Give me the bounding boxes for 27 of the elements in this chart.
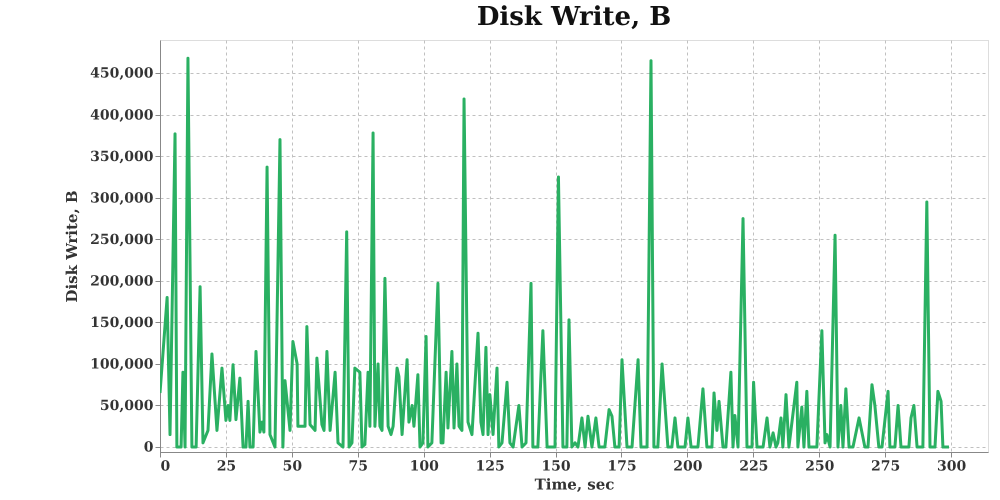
x-tick-label: 250 bbox=[805, 458, 835, 474]
y-tick-label: 200,000 bbox=[90, 273, 154, 290]
y-tick-label: 150,000 bbox=[90, 314, 154, 331]
x-tick-label: 275 bbox=[871, 458, 900, 474]
x-tick-label: 0 bbox=[160, 458, 170, 474]
y-tick-label: 50,000 bbox=[100, 398, 154, 414]
y-tick-label: 250,000 bbox=[90, 232, 154, 248]
x-tick-label: 75 bbox=[348, 458, 368, 474]
x-tick-label: 25 bbox=[216, 458, 236, 474]
x-tick-label: 125 bbox=[476, 458, 505, 474]
x-tick-label: 300 bbox=[936, 458, 966, 474]
x-tick-label: 225 bbox=[739, 458, 768, 474]
y-axis-title: Disk Write, B bbox=[63, 190, 82, 303]
x-axis-title: Time, sec bbox=[534, 476, 614, 494]
chart-title: Disk Write, B bbox=[476, 2, 672, 32]
line-series bbox=[160, 56, 950, 449]
x-tick-label: 150 bbox=[541, 458, 571, 474]
y-tick-label: 450,000 bbox=[90, 66, 154, 82]
x-tick-label: 175 bbox=[607, 458, 637, 474]
y-tick-label: 400,000 bbox=[90, 107, 154, 124]
y-tick-label: 0 bbox=[144, 440, 154, 456]
y-tick-label: 350,000 bbox=[90, 148, 154, 165]
x-tick-label: 100 bbox=[410, 458, 440, 474]
y-tick-label: 100,000 bbox=[90, 356, 154, 372]
y-tick-label: 300,000 bbox=[90, 190, 154, 206]
x-tick-label: 200 bbox=[673, 458, 703, 474]
x-tick-label: 50 bbox=[282, 458, 302, 474]
